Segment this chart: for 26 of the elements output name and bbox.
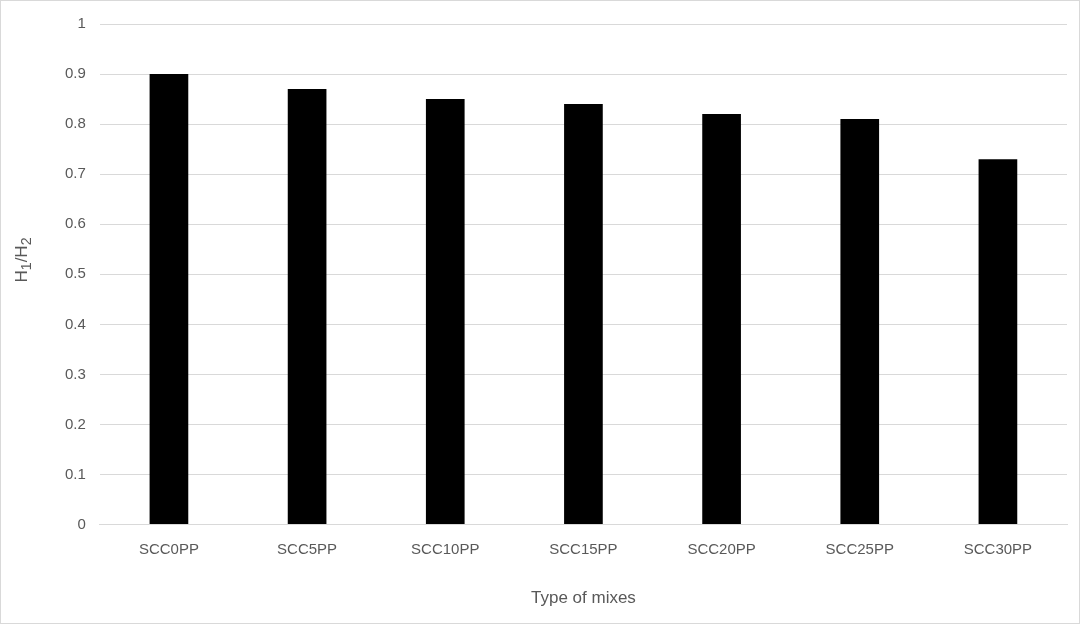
- y-tick-label: 0.4: [64, 314, 86, 332]
- bar: [287, 89, 327, 525]
- bar: [149, 74, 189, 525]
- x-axis-title: Type of mixes: [530, 588, 636, 608]
- y-tick-label: 0: [77, 514, 86, 532]
- x-tick-label: SCC0PP: [138, 539, 199, 557]
- x-tick-label: SCC5PP: [277, 539, 338, 557]
- bar: [840, 119, 880, 525]
- y-tick-label: 0.3: [64, 364, 86, 382]
- x-tick-label: SCC20PP: [687, 539, 756, 557]
- x-tick-label: SCC30PP: [963, 539, 1033, 557]
- y-tick-label: 0.8: [64, 114, 86, 132]
- bar: [425, 99, 465, 525]
- y-tick-label: 0.7: [64, 164, 86, 182]
- y-tick-label: 0.2: [64, 414, 86, 432]
- y-tick-label: 0.6: [64, 214, 86, 232]
- y-tick-label: 0.5: [64, 264, 86, 282]
- y-tick-label: 1: [77, 14, 86, 32]
- bar: [564, 104, 603, 525]
- x-tick-label: SCC10PP: [411, 539, 480, 557]
- y-tick-label: 0.1: [64, 464, 86, 482]
- y-tick-label: 0.9: [64, 64, 86, 82]
- bar: [978, 159, 1018, 525]
- bar: [702, 114, 741, 525]
- x-tick-label: SCC25PP: [825, 539, 894, 557]
- x-tick-label: SCC15PP: [549, 539, 618, 557]
